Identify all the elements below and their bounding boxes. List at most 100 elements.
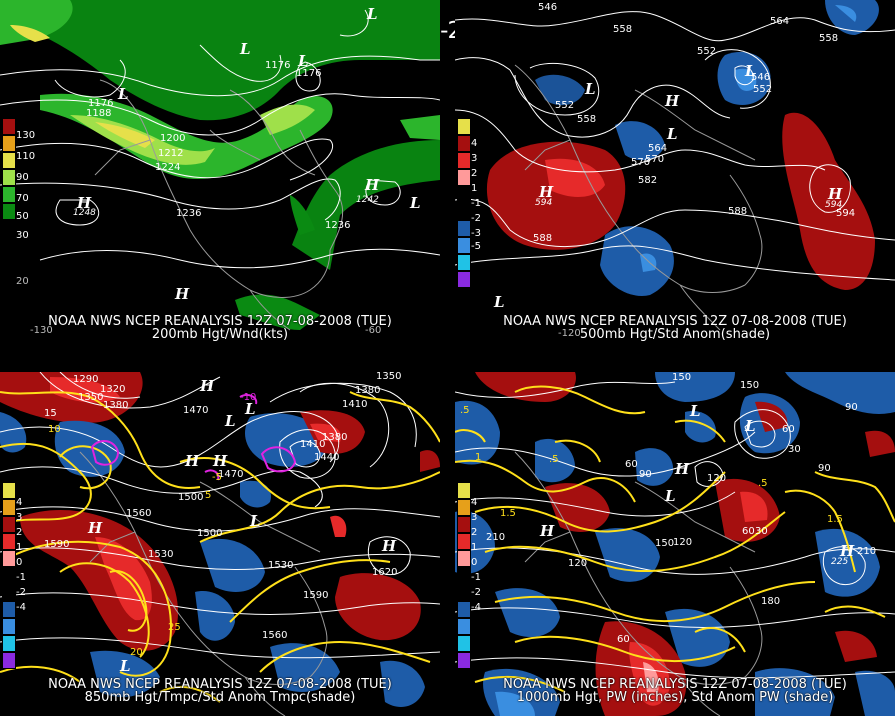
contour-label: 60 [742,526,755,537]
high-marker: H [185,452,200,470]
contour-label: 558 [577,114,597,125]
contour-label: 570 [645,154,665,165]
contour-label: 90 [818,463,831,474]
contour-label: 558 [613,24,633,35]
temperature-contours [0,391,440,703]
contour-label: 150 [655,538,675,549]
legend-label: 2 [16,527,23,538]
contour-label: 1500 [197,528,223,539]
grid-label: -60 [365,325,382,336]
contour-label: 564 [770,16,790,27]
legend-label: -2 [16,587,26,598]
contour-label: 582 [638,175,658,186]
contour-label: 1380 [322,432,348,443]
panel-product: 1000mb Hgt, PW (inches), Std Anom PW (sh… [516,690,834,705]
contour-label: 1236 [325,220,351,231]
contour-label: 30 [755,526,768,537]
high-marker: H [539,183,554,201]
temperature-contours-magenta [90,394,297,481]
legend-label: 0 [471,557,478,568]
low-marker: L [410,194,421,212]
center-value: 225 [831,557,849,567]
panel-200mb: 130 110 90 70 50 30 1176 1176 1176 1188 … [0,0,440,345]
contour-label: 588 [533,233,553,244]
contour-label: 60 [617,634,630,645]
legend-label: 3 [471,153,478,164]
panel-850mb: 4 3 2 1 0 -1 -2 -4 1290 1320 1350 1380 1… [0,372,440,716]
contour-label: 546 [538,2,558,13]
legend-label: 3 [471,512,478,523]
temp-label: 10 [48,424,61,435]
panel-product: 500mb Hgt/Std Anom(shade) [579,327,771,342]
legend-label: 2 [471,168,478,179]
legend-wind [2,118,16,237]
low-marker: L [667,125,678,143]
contour-label: 1560 [126,508,152,519]
contour-label: 60 [625,459,638,470]
contour-label: 1410 [342,399,368,410]
panel-header: NOAA NWS NCEP REANALYSIS 12Z 07-08-2008 … [503,677,847,692]
contour-label: 1440 [314,452,340,463]
low-marker: L [225,412,236,430]
low-marker: L [690,402,701,420]
high-marker: H [77,194,92,212]
contour-label: 1236 [176,208,202,219]
contour-label: 552 [555,100,575,111]
contour-label: 552 [753,84,773,95]
pw-label: .5 [758,478,768,489]
high-marker: H [365,176,380,194]
panel-1000mb: 4 3 2 1 0 -1 -2 -4 150 150 90 60 30 60 9… [455,372,895,716]
contour-label: 90 [845,402,858,413]
contour-label: 1200 [160,133,186,144]
contour-label: 210 [486,532,506,543]
contour-label: 90 [639,469,652,480]
anom-red-east [782,112,875,290]
legend-label: -1 [471,572,481,583]
high-marker: H [382,537,397,555]
legend-label: 4 [471,497,478,508]
legend-label: 70 [16,193,29,204]
legend-label: 1 [16,542,23,553]
pw-label: 1.5 [500,508,516,519]
contour-label: 588 [728,206,748,217]
low-marker: L [745,62,756,80]
low-marker: L [120,657,131,675]
contour-label: 120 [707,473,727,484]
panel-product: 200mb Hgt/Wnd(kts) [151,327,289,342]
contour-label: 546 [751,72,771,83]
legend-label: -1 [471,198,481,209]
pw-contours [455,385,895,693]
contour-label: 1320 [100,384,126,395]
temp-label: 25 [168,622,181,633]
legend-label: 2 [471,527,478,538]
panel-header: NOAA NWS NCEP REANALYSIS 12Z 07-08-2008 … [503,314,847,329]
grid-label: 20 [16,276,29,287]
high-marker: H [540,522,555,540]
legend-anom850 [2,482,16,669]
contour-label: 1500 [178,492,204,503]
low-marker: L [665,487,676,505]
center-value: 594 [825,200,843,210]
height-contours [0,9,440,269]
legend-anompw [457,482,471,669]
low-marker: L [240,40,251,58]
legend-label: -4 [471,602,481,613]
high-marker: H [665,92,680,110]
contour-label: 180 [761,596,781,607]
contour-label: 594 [836,208,856,219]
pw-label: .5 [549,454,559,465]
low-marker: L [250,512,261,530]
legend-label: 130 [16,130,36,141]
panel-500mb: 4 3 2 1 -1 -2 -3 -5 546 558 552 564 552 … [455,0,895,345]
low-marker: L [745,417,756,435]
contour-label: 150 [740,380,760,391]
contour-label: 1590 [303,590,329,601]
low-marker: L [585,80,596,98]
legend-label: -1 [16,572,26,583]
contour-label: 1176 [265,60,291,71]
grid-label: -120 [558,328,581,339]
legend-label: 3 [16,512,23,523]
legend-anom500 [457,118,471,288]
legend-label: 90 [16,172,29,183]
temp-label: 15 [44,408,57,419]
